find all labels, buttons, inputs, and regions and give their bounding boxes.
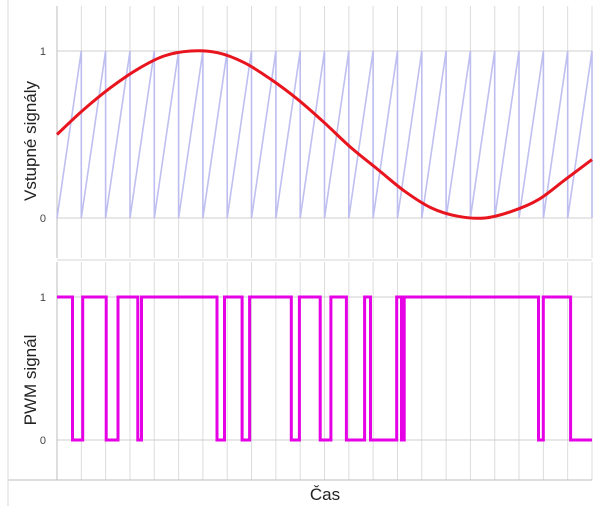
x-axis-label: Čas bbox=[310, 485, 340, 504]
sine-reference-series bbox=[55, 49, 593, 220]
bottom-ytick-1: 1 bbox=[40, 292, 46, 304]
top-series-layer bbox=[55, 49, 593, 220]
top-ytick-0: 0 bbox=[40, 213, 46, 225]
pwm-output-series bbox=[57, 295, 592, 442]
bottom-ytick-0: 0 bbox=[40, 435, 46, 447]
top-ytick-1: 1 bbox=[40, 46, 46, 58]
bottom-ylabel: PWM signál bbox=[21, 335, 40, 426]
top-ylabel: Vstupné signály bbox=[21, 80, 40, 201]
bottom-series-layer bbox=[57, 295, 592, 442]
input-signals-panel: 1 0 Vstupné signály bbox=[21, 6, 593, 261]
pwm-signal-panel: 1 0 PWM signál Čas bbox=[7, 0, 593, 506]
